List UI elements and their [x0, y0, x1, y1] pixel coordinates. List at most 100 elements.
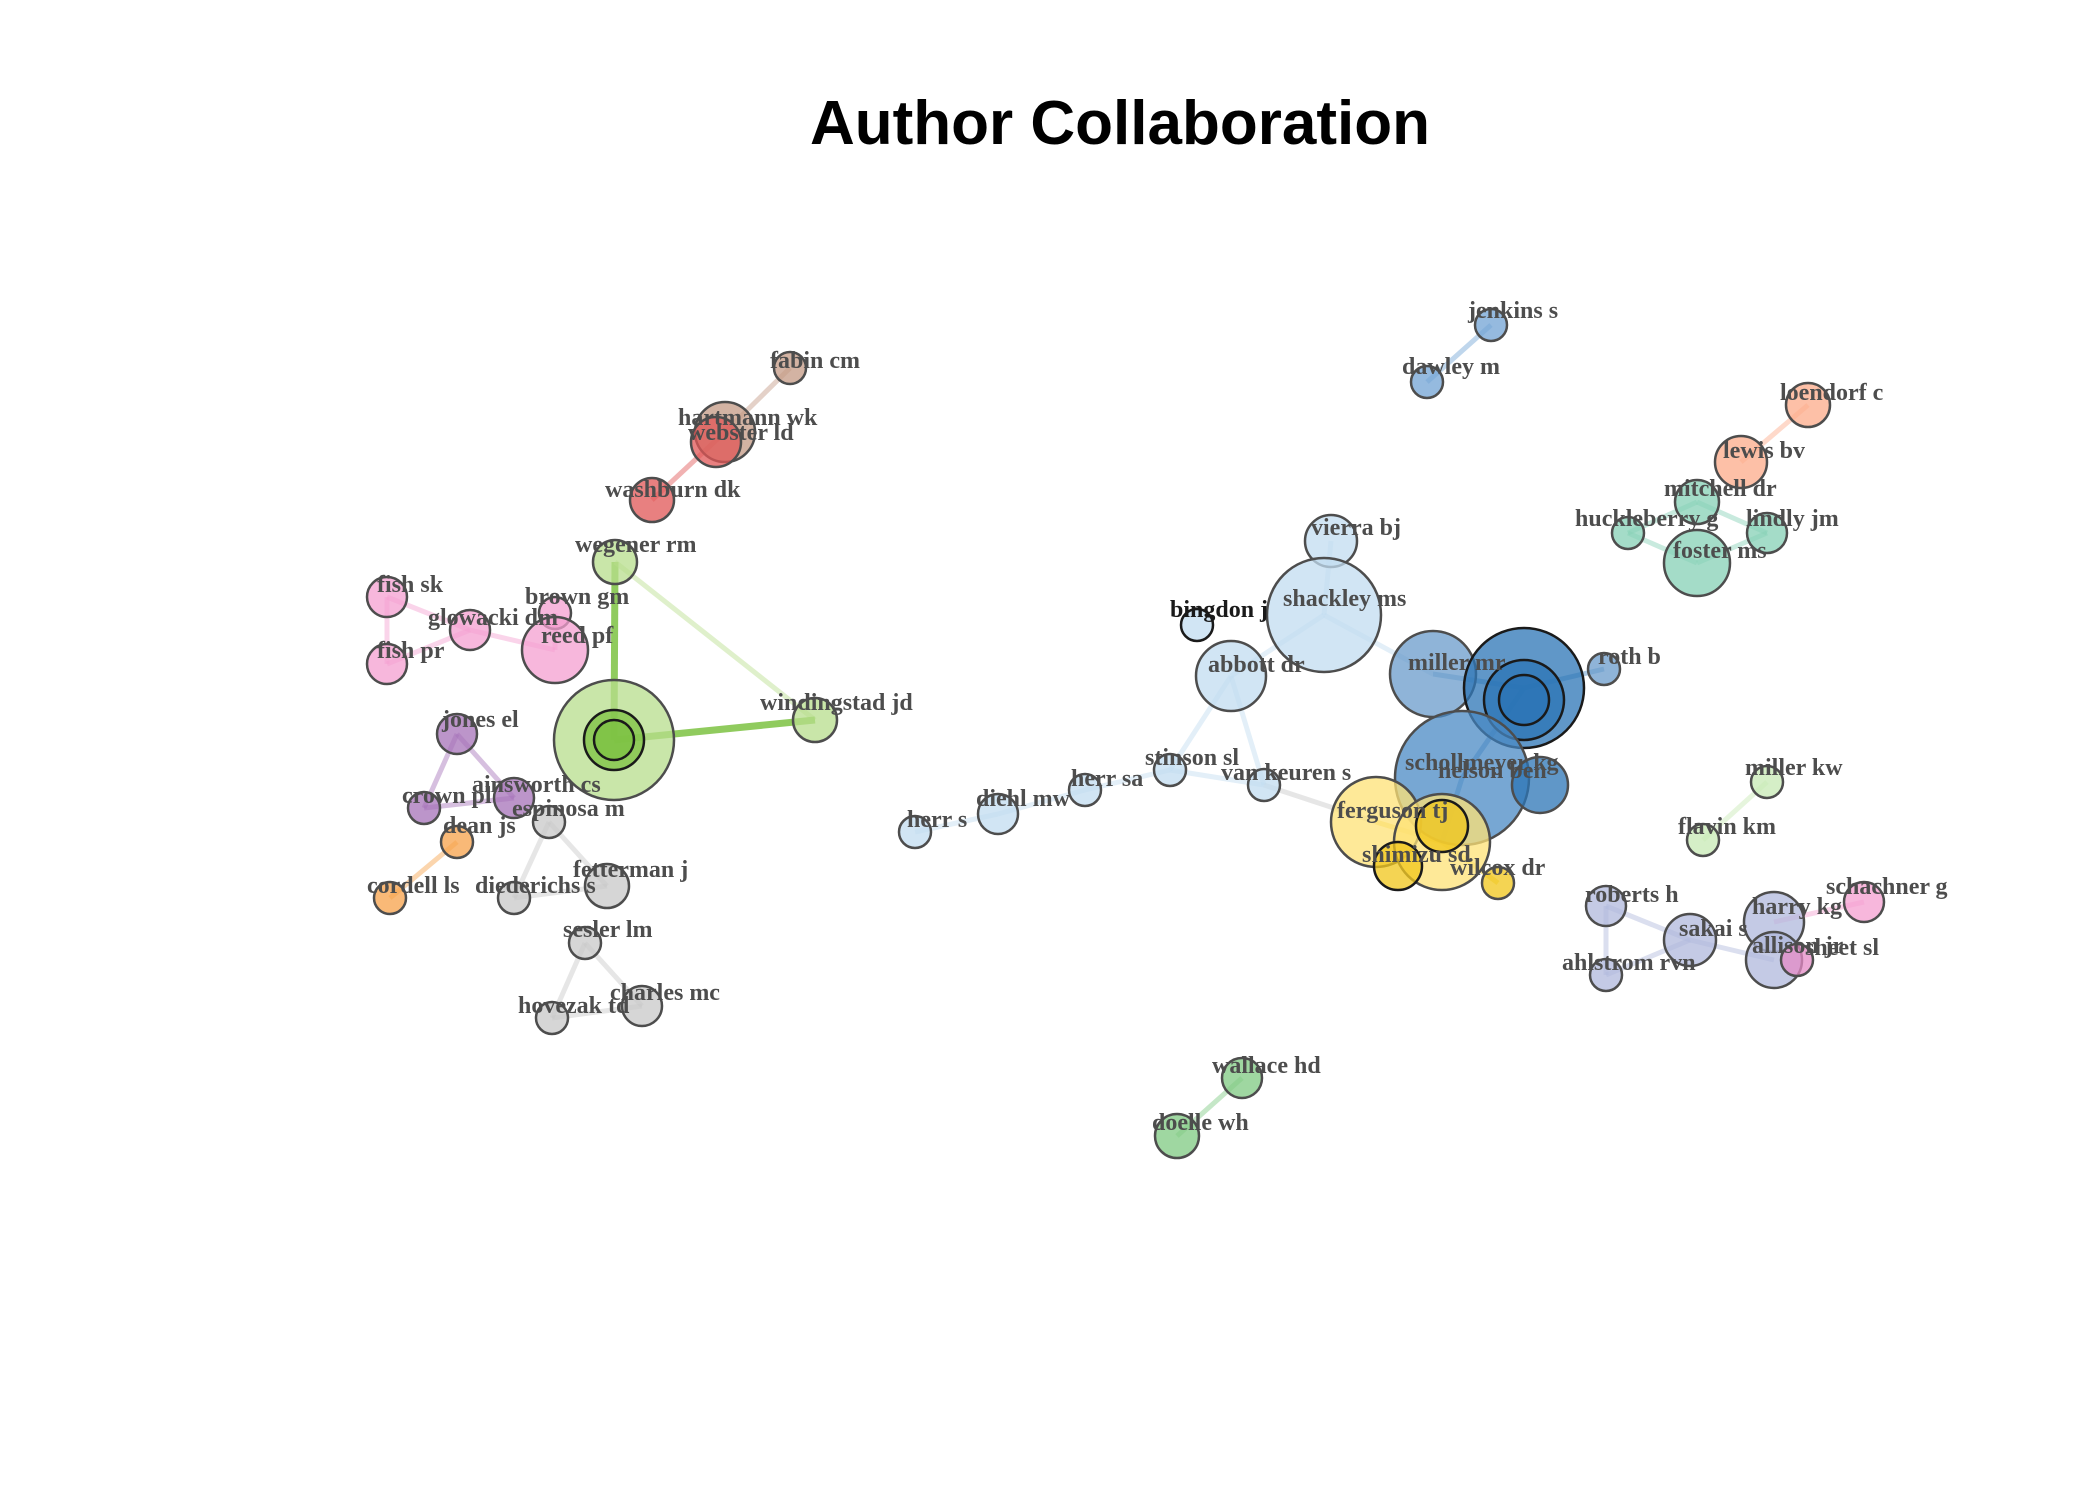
node-sesler_lm[interactable] [567, 925, 603, 961]
node-label: dawley m [1402, 354, 1500, 380]
node-label: diederichs s [475, 873, 596, 899]
node-reed_pf[interactable] [520, 615, 590, 685]
node-label: fetterman j [573, 857, 688, 883]
node-green_hub_in2[interactable] [592, 718, 636, 762]
node-foster_ms[interactable] [1662, 528, 1732, 598]
node-label: crown pl [402, 783, 492, 809]
node-label: flavin km [1678, 814, 1776, 840]
node-label: roberts h [1585, 882, 1679, 908]
node-ainsworth_cs[interactable] [492, 776, 536, 820]
node-label: charles mc [610, 980, 720, 1006]
node-roth_b[interactable] [1586, 651, 1622, 687]
node-glowacki_dm[interactable] [448, 608, 492, 652]
node-label: sakai s [1679, 916, 1748, 942]
node-bingdon_j[interactable] [1179, 607, 1215, 643]
node-label: abbott dr [1208, 652, 1305, 678]
node-dawley_m[interactable] [1409, 364, 1445, 400]
node-label: wallace hd [1212, 1053, 1321, 1079]
node-label: lewis bv [1723, 438, 1805, 464]
node-lindly_jm[interactable] [1745, 511, 1789, 555]
node-label: dean js [443, 813, 516, 839]
node-sheet_sl[interactable] [1779, 942, 1815, 978]
node-label: wegener rm [575, 532, 697, 558]
node-label: fish pr [377, 638, 445, 664]
node-label: miller mr [1408, 650, 1506, 676]
node-yellow_hub_in[interactable] [1414, 798, 1470, 854]
node-cordell_ls[interactable] [372, 880, 408, 916]
node-label: herr sa [1071, 766, 1143, 792]
node-washburn_dk[interactable] [628, 476, 676, 524]
node-lewis_bv[interactable] [1713, 434, 1769, 490]
node-loendorf_c[interactable] [1784, 381, 1832, 429]
node-label: cordell ls [367, 873, 460, 899]
node-label: fabin cm [770, 348, 860, 374]
node-shackley_ms[interactable] [1265, 556, 1383, 674]
node-label: sheet sl [1805, 935, 1879, 961]
node-jones_el[interactable] [435, 712, 479, 756]
node-label: roth b [1598, 644, 1661, 670]
node-schachner_g[interactable] [1842, 880, 1886, 924]
node-shimizu_sd[interactable] [1372, 840, 1424, 892]
node-wilcox_dr[interactable] [1480, 865, 1516, 901]
node-label: stinson sl [1145, 745, 1239, 771]
node-label: van keuren s [1221, 760, 1351, 786]
node-label: bingdon j [1170, 597, 1268, 623]
node-label: diehl mw [976, 786, 1071, 812]
node-label: jones el [441, 707, 519, 733]
node-diederichs_s[interactable] [496, 880, 532, 916]
node-dean_js[interactable] [439, 824, 475, 860]
node-label: mitchell dr [1664, 476, 1777, 502]
node-label: webster ld [688, 420, 794, 446]
node-windingstad_jd[interactable] [791, 696, 839, 744]
node-miller_kw[interactable] [1749, 764, 1785, 800]
node-label: ainsworth cs [472, 772, 601, 798]
node-herr_sa[interactable] [1067, 772, 1103, 808]
node-label: schollmeyer kg [1405, 750, 1559, 776]
node-label: washburn dk [605, 477, 741, 503]
node-van_keuren_s[interactable] [1246, 767, 1282, 803]
node-doelle_wh[interactable] [1153, 1112, 1201, 1160]
node-diehl_mw[interactable] [976, 792, 1020, 836]
node-huckleberry_g[interactable] [1610, 515, 1646, 551]
node-mitchell_dr[interactable] [1673, 478, 1721, 526]
node-sakai_s[interactable] [1662, 912, 1718, 968]
node-label: miller kw [1745, 755, 1843, 781]
node-label: brown gm [525, 584, 629, 610]
node-fabin_cm[interactable] [772, 350, 808, 386]
node-label: shimizu sd [1362, 842, 1471, 868]
node-label: hartmann wk [678, 405, 818, 431]
node-label: windingstad jd [760, 690, 913, 716]
node-label: harry kg [1752, 894, 1842, 920]
node-webster_ld[interactable] [689, 415, 743, 469]
node-label: loendorf c [1780, 380, 1884, 406]
node-jenkins_s[interactable] [1473, 307, 1509, 343]
node-label: hovezak td [518, 993, 630, 1019]
node-hovezak_td[interactable] [534, 1000, 570, 1036]
node-herr_s[interactable] [897, 814, 933, 850]
node-label: wilcox dr [1450, 855, 1546, 881]
node-label: doelle wh [1152, 1110, 1249, 1136]
node-charles_mc[interactable] [620, 984, 664, 1028]
node-fetterman_j[interactable] [583, 862, 631, 910]
node-label: shackley ms [1283, 586, 1406, 612]
node-fish_pr[interactable] [365, 642, 409, 686]
node-wegener_rm[interactable] [591, 538, 639, 586]
node-ahlstrom_rvn[interactable] [1588, 957, 1624, 993]
node-label: vierra bj [1311, 515, 1401, 541]
node-stinson_sl[interactable] [1152, 752, 1188, 788]
node-fish_sk[interactable] [365, 575, 409, 619]
node-label: lindly jm [1746, 506, 1839, 532]
node-label: nelson ben [1438, 758, 1547, 784]
node-flavin_km[interactable] [1685, 822, 1721, 858]
node-label: allison jr [1752, 933, 1844, 959]
node-nelson_ben[interactable] [1510, 755, 1570, 815]
node-blue_hub_in2[interactable] [1497, 673, 1551, 727]
node-label: jenkins s [1467, 298, 1558, 324]
node-roberts_h[interactable] [1584, 884, 1628, 928]
node-wallace_hd[interactable] [1220, 1056, 1264, 1100]
node-espinosa_m[interactable] [531, 804, 567, 840]
node-abbott_dr[interactable] [1194, 639, 1268, 713]
node-label: fish sk [377, 572, 444, 598]
node-crown_pl[interactable] [406, 790, 442, 826]
